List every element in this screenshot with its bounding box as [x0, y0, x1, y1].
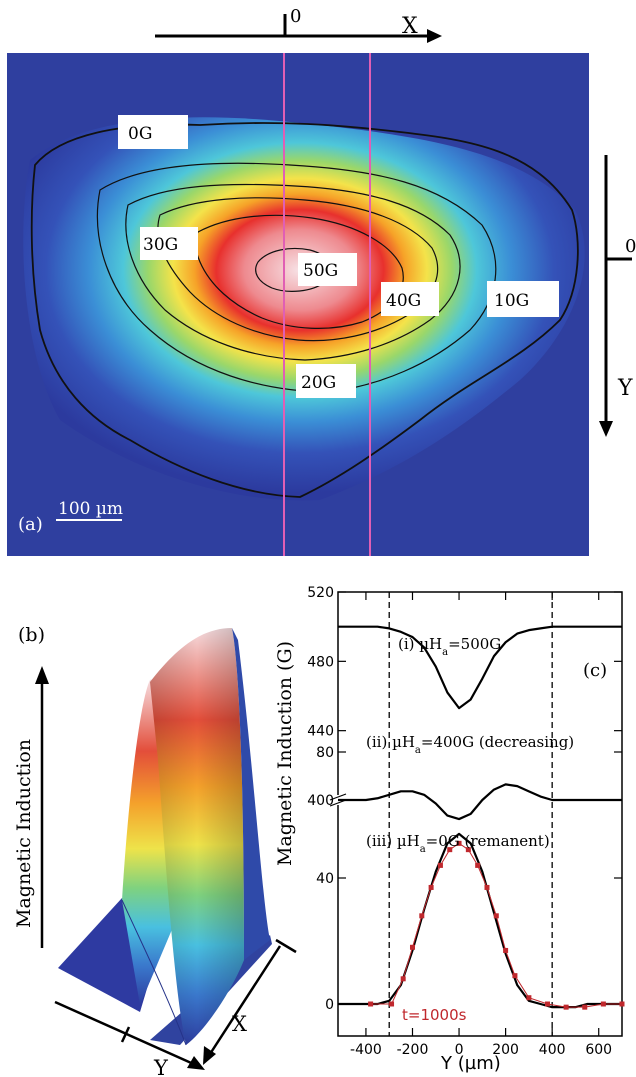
data-point-t1000 — [582, 1004, 588, 1010]
data-point-t1000 — [563, 1004, 569, 1010]
panel-b-label: (b) — [18, 624, 45, 646]
y-axis-arrowhead — [599, 421, 613, 437]
x-axis-base-label: X — [232, 1012, 247, 1036]
y-tick-label: 80 — [316, 745, 334, 761]
x-tick-label: 400 — [539, 1042, 566, 1058]
data-point-t1000 — [428, 884, 434, 890]
data-point-t1000 — [545, 1001, 551, 1007]
x-axis-base-tick — [275, 938, 297, 954]
y-tick-label: 40 — [316, 871, 334, 887]
data-point-t1000 — [512, 973, 518, 979]
contour-label-40g: 40G — [381, 282, 439, 316]
svg-text:0G: 0G — [128, 124, 152, 144]
z-axis-arrowhead — [35, 666, 49, 684]
y-axis-base-tick — [120, 1026, 131, 1043]
data-point-t1000 — [493, 913, 499, 919]
svg-text:50G: 50G — [303, 261, 338, 281]
svg-text:10G: 10G — [494, 291, 529, 311]
y-tick-label: 0 — [325, 997, 334, 1013]
y-tick-label: 480 — [307, 654, 334, 670]
contour-label-20g: 20G — [296, 364, 356, 398]
series-line-t1000 — [370, 842, 622, 1008]
x-axis-base-arrowhead — [203, 1046, 216, 1065]
data-point-t1000 — [484, 884, 490, 890]
contour-labels: 0G 10G 20G 30G 40G 50G — [118, 115, 559, 398]
data-point-t1000 — [475, 862, 481, 868]
x-axis-name: X — [402, 14, 418, 39]
y-tick-label: 520 — [307, 585, 334, 601]
series-label-t1000: t=1000s — [402, 1006, 467, 1024]
contour-20g — [125, 183, 461, 361]
x-tick-label: 600 — [585, 1042, 612, 1058]
series-label-iii: (iii) µHa=0G (remanent) — [366, 832, 550, 855]
surface-plot — [58, 628, 272, 1046]
data-point-t1000 — [465, 847, 471, 853]
panel-a: 0 X 0G 10G — [7, 6, 636, 556]
data-point-t1000 — [447, 847, 453, 853]
series-line-1 — [338, 625, 622, 710]
panel-b: (b) Magnetic Induction Y X — [13, 624, 297, 1077]
x-axis-arrowhead — [427, 29, 442, 43]
contour-40g — [194, 214, 404, 329]
series-line-2 — [338, 783, 622, 821]
data-point-t1000 — [526, 995, 532, 1001]
data-point-t1000 — [503, 947, 509, 953]
data-point-t1000 — [437, 862, 443, 868]
x-tick-label: 200 — [492, 1042, 519, 1058]
tick-layer: -400 -200 0 200 400 600 400 440 480 520 0 40 80 — [307, 585, 622, 1058]
data-point-t1000 — [368, 1001, 374, 1007]
svg-text:40G: 40G — [386, 291, 421, 311]
x-tick-label: -200 — [397, 1042, 429, 1058]
data-point-t1000 — [456, 840, 462, 846]
scale-bar-label: 100 µm — [58, 499, 123, 519]
contour-10g — [96, 162, 497, 393]
series-label-ii: (ii) µHa=400G (decreasing) — [366, 733, 574, 756]
plot-frame — [337, 591, 623, 1037]
contour-label-30g: 30G — [140, 227, 198, 260]
contour-label-50g: 50G — [298, 253, 357, 286]
y-axis-name: Y — [617, 376, 633, 401]
series-label-i: (i) µHa=500G — [398, 635, 501, 658]
vline-layer — [388, 592, 553, 1036]
y-axis-base-label: Y — [153, 1056, 169, 1077]
x-tick-label: -400 — [350, 1042, 382, 1058]
contour-label-0g: 0G — [118, 115, 188, 149]
svg-text:30G: 30G — [143, 235, 178, 255]
series-layer — [338, 625, 625, 1010]
contour-label-10g: 10G — [487, 281, 559, 317]
panel-a-label: (a) — [18, 514, 43, 535]
x-tick-label: 0 — [455, 1042, 464, 1058]
x-axis-title: Y (µm) — [440, 1053, 501, 1074]
data-point-t1000 — [409, 944, 415, 950]
y-axis-base-arrowhead — [187, 1056, 205, 1070]
series-line-3 — [338, 832, 622, 1009]
svg-text:20G: 20G — [301, 373, 336, 393]
x-axis-zero-label: 0 — [290, 6, 301, 27]
data-point-t1000 — [419, 913, 425, 919]
contour-0g — [30, 122, 579, 498]
panel-c: (c) Magnetic Induction (G) Y (µm) -400 -2… — [274, 585, 625, 1074]
data-point-t1000 — [600, 1001, 606, 1007]
data-point-t1000 — [619, 1001, 625, 1007]
z-axis-label: Magnetic Induction — [13, 739, 35, 928]
panel-c-label: (c) — [583, 660, 607, 681]
data-point-t1000 — [400, 976, 406, 982]
y-axis-zero-label: 0 — [625, 236, 636, 257]
x-axis-base — [208, 945, 282, 1055]
data-point-t1000 — [389, 1001, 395, 1007]
y-tick-label: 400 — [307, 793, 334, 809]
y-axis-title: Magnetic Induction (G) — [274, 641, 296, 866]
y-tick-label: 440 — [307, 724, 334, 740]
